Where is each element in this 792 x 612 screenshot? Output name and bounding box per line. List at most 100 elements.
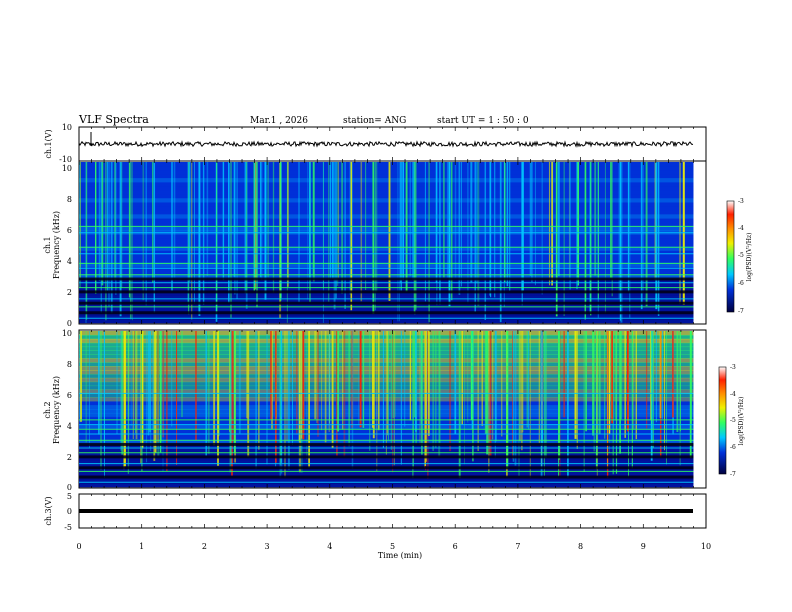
spec-texture-row [79,270,694,276]
spec-texture-row [79,242,694,248]
spec-texture-row [79,258,694,264]
spec-texture-row [79,162,694,167]
spec-texture-row [79,178,694,183]
spec-texture-row [79,314,694,320]
ch1-ytick-top: 10 [62,123,72,132]
spec-texture-row [79,194,694,199]
spec-texture-row [79,246,694,252]
ch3-ytick-0: 0 [67,507,72,516]
ch1-spec-ytick-6: 6 [67,226,72,235]
ch2-spec-ytick-8: 8 [67,360,72,369]
ch1-ytick-bottom: -10 [59,155,72,164]
ch2-cb-tick-7: -7 [730,471,736,478]
ch1-spec-ytick-10: 10 [62,164,72,173]
figure-title: VLF Spectra [78,113,149,126]
ch1-colorbar-label: log(PSD)(V²/Hz) [746,233,753,282]
ch1-ylabel: ch.1(V) [44,129,53,158]
ch1-cb-tick-6: -6 [738,280,744,287]
xtick-0: 0 [76,542,81,551]
ch2-colorbar-label: log(PSD)(V²/Hz) [738,397,745,446]
spec-texture-row [79,459,694,465]
low-band-block [79,466,694,470]
low-band-block [79,455,694,459]
spec-texture-row [79,238,694,243]
ch1-spec-ytick-4: 4 [67,257,72,266]
spec-texture-row [79,254,694,260]
ch2-colorbar-gradient [718,366,727,475]
ch3-ylabel: ch.3(V) [44,496,53,525]
xtick-9: 9 [641,542,646,551]
header-start-time: start UT = 1 : 50 : 0 [437,116,529,126]
ch2-cb-tick-5: -5 [730,417,736,424]
ch2-spec-ylabel-frequency: Frequency (kHz) [52,376,61,444]
ch2-colorbar: -3 -4 -5 -6 -7 log(PSD)(V²/Hz) [718,364,745,478]
spec-texture-row [79,166,694,171]
spec-texture-row [79,234,694,239]
ch1-cb-tick-7: -7 [738,308,744,315]
ch2-spec-ytick-2: 2 [67,453,72,462]
ch2-cb-tick-6: -6 [730,444,736,451]
x-axis-label: Time (min) [378,551,422,560]
xtick-3: 3 [265,542,270,551]
ch2-spec-ytick-4: 4 [67,422,72,431]
ch2-cb-tick-3: -3 [730,364,736,371]
ch1-spectrogram-panel: 10 8 6 4 2 0 ch.1 Frequency (kHz) [43,160,707,328]
low-band-block [79,277,694,281]
spec-texture-row [79,186,694,191]
header-station: station= ANG [343,116,406,126]
xtick-10: 10 [701,542,711,551]
xtick-6: 6 [453,542,458,551]
ch1-spec-ylabel-frequency: Frequency (kHz) [52,211,61,279]
low-band-block [79,475,694,479]
ch1-cb-tick-3: -3 [738,198,744,205]
low-band-block [79,301,694,305]
spec-texture-row [79,222,694,227]
xtick-4: 4 [327,542,332,551]
spec-texture-row [79,302,694,308]
ch1-spec-ylabel-channel: ch.1 [43,236,52,253]
low-band-block [79,311,694,315]
ch1-spectrogram-yticks: 10 8 6 4 2 0 [62,164,72,328]
header-date: Mar.1 , 2026 [250,116,308,126]
spec-texture-row [79,226,694,231]
x-axis: 0 1 2 3 4 5 6 7 8 9 10 Time (min) [76,542,711,560]
ch1-spec-ytick-8: 8 [67,195,72,204]
xtick-5: 5 [390,542,395,551]
ch2-spectrogram-image [79,331,694,488]
spec-texture-row [79,210,694,215]
xtick-7: 7 [515,542,520,551]
spec-texture-row [79,294,694,300]
spec-texture-row [79,198,694,203]
ch2-spec-ylabel-channel: ch.2 [43,401,52,418]
spec-texture-row [79,286,694,292]
ch3-ytick-5: 5 [67,492,72,501]
spec-texture-row [79,190,694,195]
low-band-block [79,290,694,294]
spec-texture-row [79,266,694,272]
spec-texture-row [79,202,694,207]
spec-texture-row [79,278,694,284]
ch1-spectrogram-image [79,162,694,324]
xtick-1: 1 [139,542,144,551]
ch3-waveform-trace [79,509,693,513]
ch2-spectrogram-yticks: 10 8 6 4 2 0 [62,329,72,492]
spec-texture-row [79,218,694,223]
ch1-spec-ytick-0: 0 [67,319,72,328]
ch3-ytick-minus5: -5 [64,523,72,532]
spec-texture-row [79,467,694,472]
ch2-spec-ytick-10: 10 [62,329,72,338]
axis-ticks [78,127,707,528]
ch2-cb-tick-4: -4 [730,391,736,398]
spec-texture-row [79,214,694,219]
xtick-2: 2 [202,542,207,551]
ch1-cb-tick-5: -5 [738,252,744,259]
spec-texture-row [79,174,694,179]
spec-texture-row [79,182,694,187]
ch2-spectrogram-panel: 10 8 6 4 2 0 ch.2 Frequency (kHz) [43,329,707,492]
spec-texture-row [79,170,694,175]
spec-texture-row [79,282,694,288]
ch1-colorbar-gradient [726,200,735,313]
ch3-waveform-panel: 5 0 -5 ch.3(V) [44,492,707,532]
ch1-spec-ytick-2: 2 [67,288,72,297]
